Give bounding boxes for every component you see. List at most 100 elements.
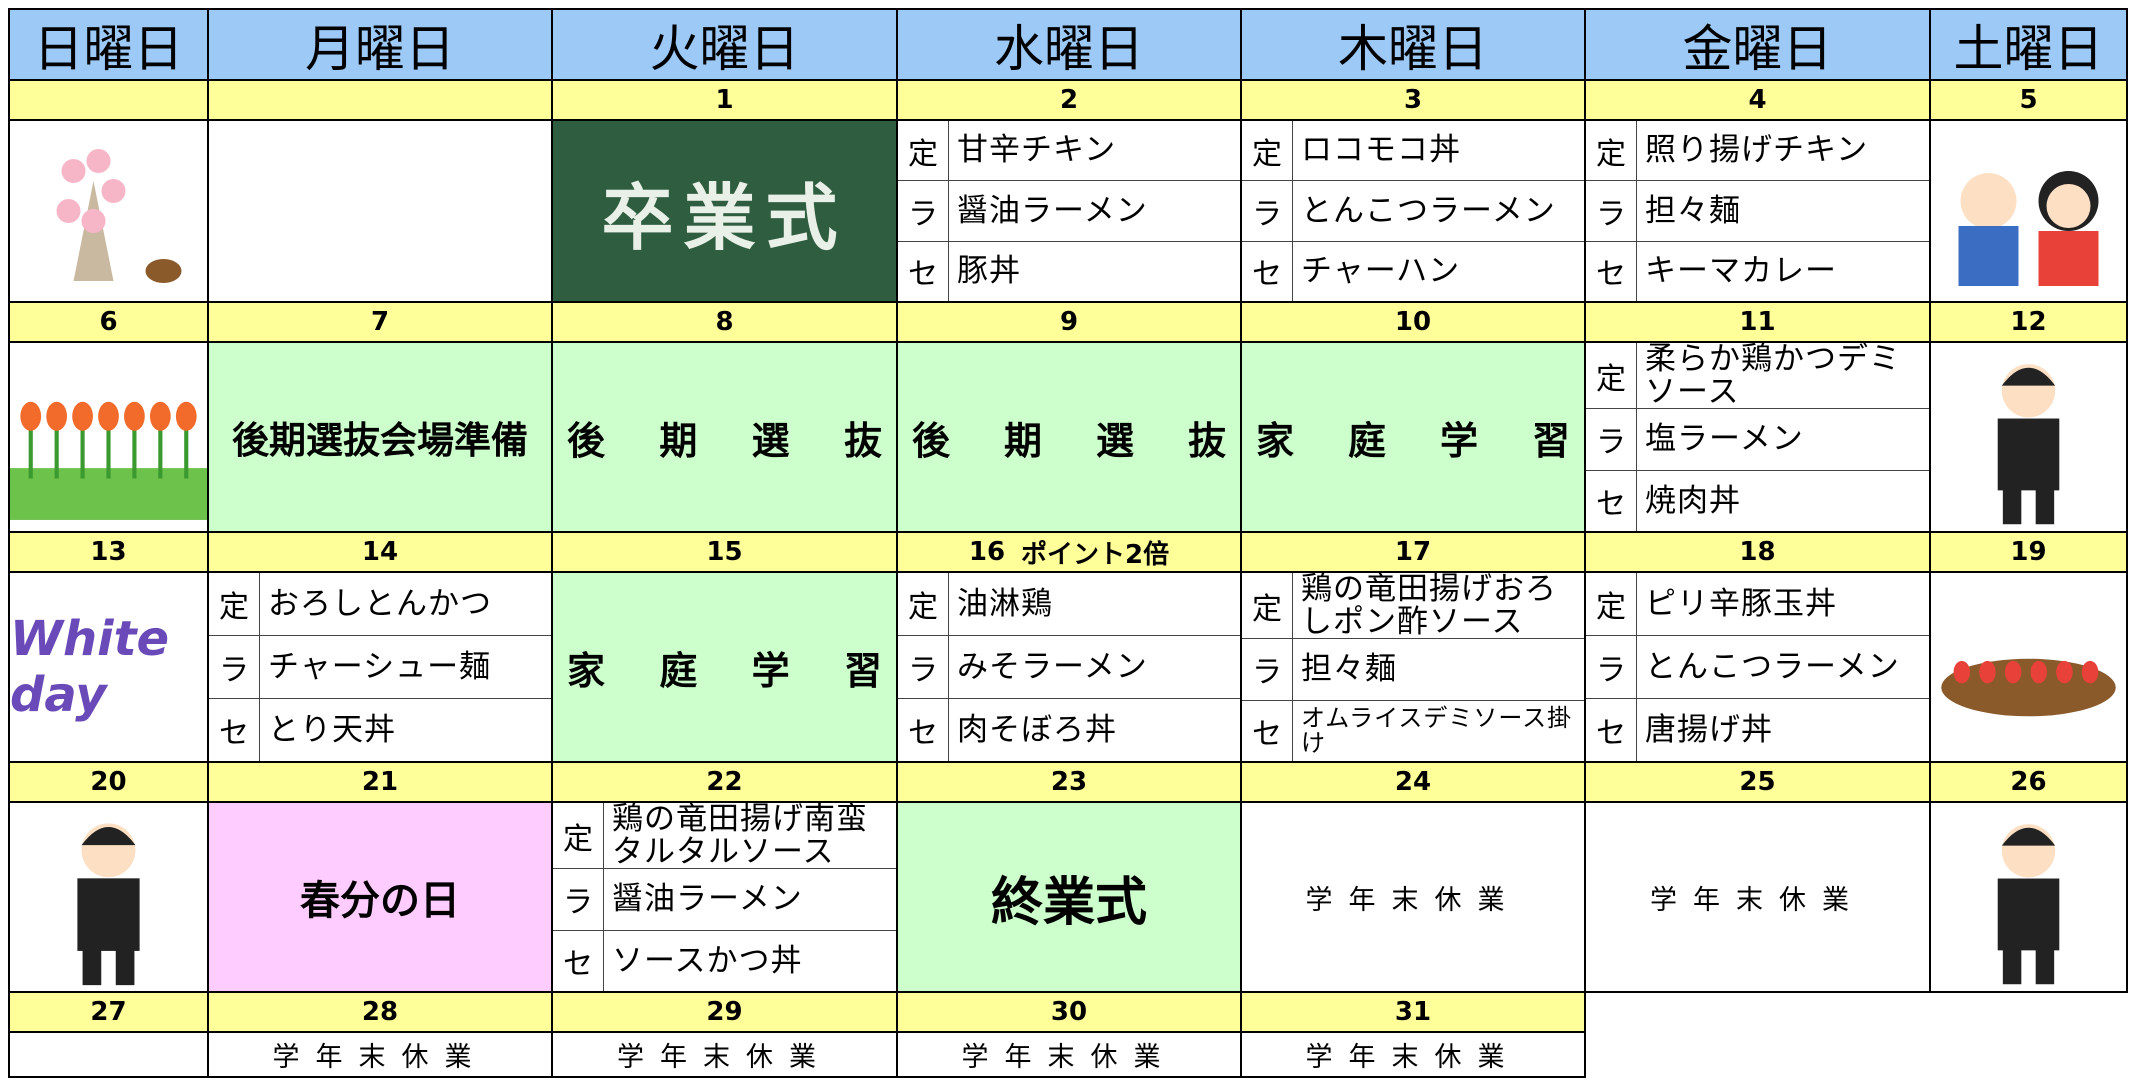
date-number: 6 (99, 307, 118, 337)
day-cell: 定ピリ辛豚玉丼ラとんこつラーメンセ唐揚げ丼 (1584, 571, 1931, 763)
menu-label: セ (898, 241, 949, 301)
date-cell: 26 (1929, 761, 2128, 803)
date-cell: 3 (1240, 79, 1586, 121)
day-cell: 定甘辛チキンラ醤油ラーメンセ豚丼 (896, 119, 1242, 303)
event-text: 後期選抜会場準備 (232, 418, 528, 462)
menu-dish: チャーハン (1301, 253, 1461, 290)
day-cell: 定照り揚げチキンラ担々麺セキーマカレー (1584, 119, 1931, 303)
date-cell: 8 (551, 301, 898, 343)
day-cell (8, 801, 209, 993)
date-number: 26 (2010, 767, 2047, 797)
menu-row: セ唐揚げ丼 (1586, 699, 1929, 761)
date-cell: 7 (207, 301, 553, 343)
day-cell: 定油淋鶏ラみそラーメンセ肉そぼろ丼 (896, 571, 1242, 763)
event-text: 学年末休業 (1650, 884, 1865, 916)
illustration (1941, 658, 2116, 717)
date-cell: 24 (1240, 761, 1586, 803)
menu-label: 定 (1586, 573, 1637, 635)
date-number: 30 (1050, 997, 1088, 1027)
illustration (77, 823, 140, 986)
event-text: 学年末休業 (272, 1042, 488, 1073)
menu-dish: おろしとんかつ (268, 585, 492, 622)
menu-row: ラ塩ラーメン (1586, 409, 1929, 471)
menu-row: 定ロコモコ丼 (1242, 121, 1584, 182)
date-cell: 31 (1240, 991, 1586, 1033)
date-number: 21 (361, 767, 399, 797)
menu-dish: ロコモコ丼 (1301, 132, 1461, 169)
menu-row: 定柔らか鶏かつデミソース (1586, 343, 1929, 410)
day-cell: 後期選抜 (551, 341, 898, 533)
day-cell: 家庭学習 (551, 571, 898, 763)
date-cell: 12 (1929, 301, 2128, 343)
date-cell: 27 (8, 991, 209, 1033)
menu-dish: 塩ラーメン (1645, 421, 1804, 458)
day-cell: 学年末休業 (1240, 1031, 1586, 1078)
menu-row: セオムライスデミソース掛け (1242, 700, 1584, 761)
date-cell: 25 (1584, 761, 1931, 803)
date-cell: 28 (207, 991, 553, 1033)
illustration (1997, 824, 2060, 985)
menu-dish: 肉そぼろ丼 (957, 711, 1117, 748)
menu-row: セチャーハン (1242, 241, 1584, 301)
date-number: 29 (706, 997, 743, 1027)
event-text: 春分の日 (300, 877, 460, 924)
day-header: 日曜日 (8, 8, 209, 81)
date-cell: 10 (1240, 301, 1586, 343)
date-number: 24 (1394, 767, 1432, 797)
date-cell: 20 (8, 761, 209, 803)
menu-dish: とり天丼 (268, 711, 396, 748)
menu-label: 定 (1242, 573, 1293, 639)
menu-dish: 担々麺 (1301, 651, 1397, 688)
menu-label: ラ (1242, 639, 1293, 700)
date-cell: 17 (1240, 531, 1586, 573)
menu-label: 定 (553, 803, 604, 869)
menu-dish: 担々麺 (1645, 192, 1741, 229)
menu-dish: 鶏の竜田揚げおろしポン酢ソース (1301, 571, 1557, 640)
date-cell: 21 (207, 761, 553, 803)
day-cell (8, 341, 209, 533)
day-cell (1929, 119, 2128, 303)
menu-row: 定おろしとんかつ (209, 573, 551, 636)
date-number: 9 (1059, 307, 1079, 337)
menu-dish: 醤油ラーメン (612, 881, 803, 918)
illustration (1997, 364, 2060, 525)
date-number: 3 (1403, 85, 1423, 115)
day-cell (207, 119, 553, 303)
image-text: White day (10, 611, 170, 723)
date-cell: 4 (1584, 79, 1931, 121)
menu-row: ラチャーシュー麺 (209, 636, 551, 699)
date-cell (8, 79, 209, 121)
event-text: 終業式 (990, 871, 1147, 933)
menu-label: ラ (1586, 409, 1637, 470)
menu-dish: 油淋鶏 (957, 585, 1053, 622)
menu-label: 定 (1242, 121, 1293, 181)
menu-label: ラ (209, 636, 260, 698)
menu-label: ラ (1242, 181, 1293, 241)
menu-row: ラとんこつラーメン (1242, 181, 1584, 242)
day-cell: 定ロコモコ丼ラとんこつラーメンセチャーハン (1240, 119, 1586, 303)
menu-row: セ焼肉丼 (1586, 470, 1929, 531)
menu-label: ラ (553, 869, 604, 930)
menu-row: 定照り揚げチキン (1586, 121, 1929, 182)
menu-label: 定 (209, 573, 260, 635)
day-header: 金曜日 (1584, 8, 1931, 81)
menu-label: 定 (898, 121, 949, 181)
day-cell: 春分の日 (207, 801, 553, 993)
date-number: 12 (2010, 307, 2047, 337)
date-number: 25 (1739, 767, 1776, 797)
day-cell: 終業式 (896, 801, 1242, 993)
menu-dish: 唐揚げ丼 (1645, 711, 1773, 748)
date-cell: 15 (551, 531, 898, 573)
menu-dish: チャーシュー麺 (268, 648, 492, 685)
image-text: 卒業式 (601, 174, 848, 260)
day-cell (1929, 801, 2128, 993)
date-cell (207, 79, 553, 121)
day-cell: 学年末休業 (1584, 801, 1931, 993)
day-cell: 定おろしとんかつラチャーシュー麺セとり天丼 (207, 571, 553, 763)
menu-row: 定ピリ辛豚玉丼 (1586, 573, 1929, 636)
date-cell: 11 (1584, 301, 1931, 343)
day-cell: 学年末休業 (1240, 801, 1586, 993)
menu-dish: ピリ辛豚玉丼 (1645, 585, 1837, 622)
menu-dish: ソースかつ丼 (612, 942, 803, 979)
date-cell: 1 (551, 79, 898, 121)
